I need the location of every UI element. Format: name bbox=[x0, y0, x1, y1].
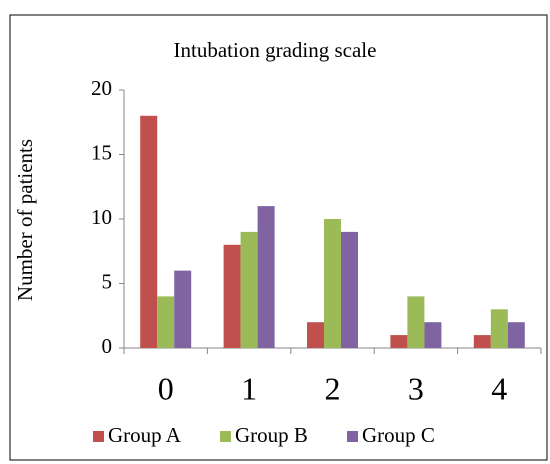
bar bbox=[140, 115, 158, 348]
chart-border bbox=[9, 14, 548, 461]
y-tick-label: 5 bbox=[102, 269, 113, 293]
chart-title: Intubation grading scale bbox=[174, 38, 377, 62]
y-tick-label: 15 bbox=[91, 140, 112, 164]
bar bbox=[341, 231, 358, 348]
legend-label: Group B bbox=[235, 423, 308, 447]
bar bbox=[507, 322, 525, 348]
bar bbox=[157, 296, 175, 348]
x-tick-label: 0 bbox=[158, 370, 174, 406]
bar bbox=[223, 244, 241, 348]
bar bbox=[174, 270, 192, 348]
legend-label: Group A bbox=[108, 423, 182, 447]
bar bbox=[324, 219, 341, 348]
x-tick-label: 2 bbox=[325, 370, 341, 406]
x-tick-label: 4 bbox=[491, 370, 507, 406]
y-tick-label: 10 bbox=[91, 205, 112, 229]
y-tick-label: 0 bbox=[102, 334, 113, 358]
legend-swatch bbox=[93, 431, 104, 442]
bar bbox=[390, 335, 408, 348]
bar bbox=[307, 322, 324, 348]
bar bbox=[257, 206, 275, 348]
bar bbox=[407, 296, 425, 348]
y-tick-label: 20 bbox=[91, 76, 112, 100]
legend-swatch bbox=[347, 431, 358, 442]
legend-label: Group C bbox=[362, 423, 435, 447]
legend-swatch bbox=[220, 431, 231, 442]
bar bbox=[473, 335, 491, 348]
y-axis-label: Number of patients bbox=[13, 139, 37, 301]
x-tick-label: 1 bbox=[241, 370, 257, 406]
bar bbox=[240, 231, 258, 348]
x-tick-label: 3 bbox=[408, 370, 424, 406]
bar bbox=[424, 322, 442, 348]
bar bbox=[490, 309, 508, 348]
